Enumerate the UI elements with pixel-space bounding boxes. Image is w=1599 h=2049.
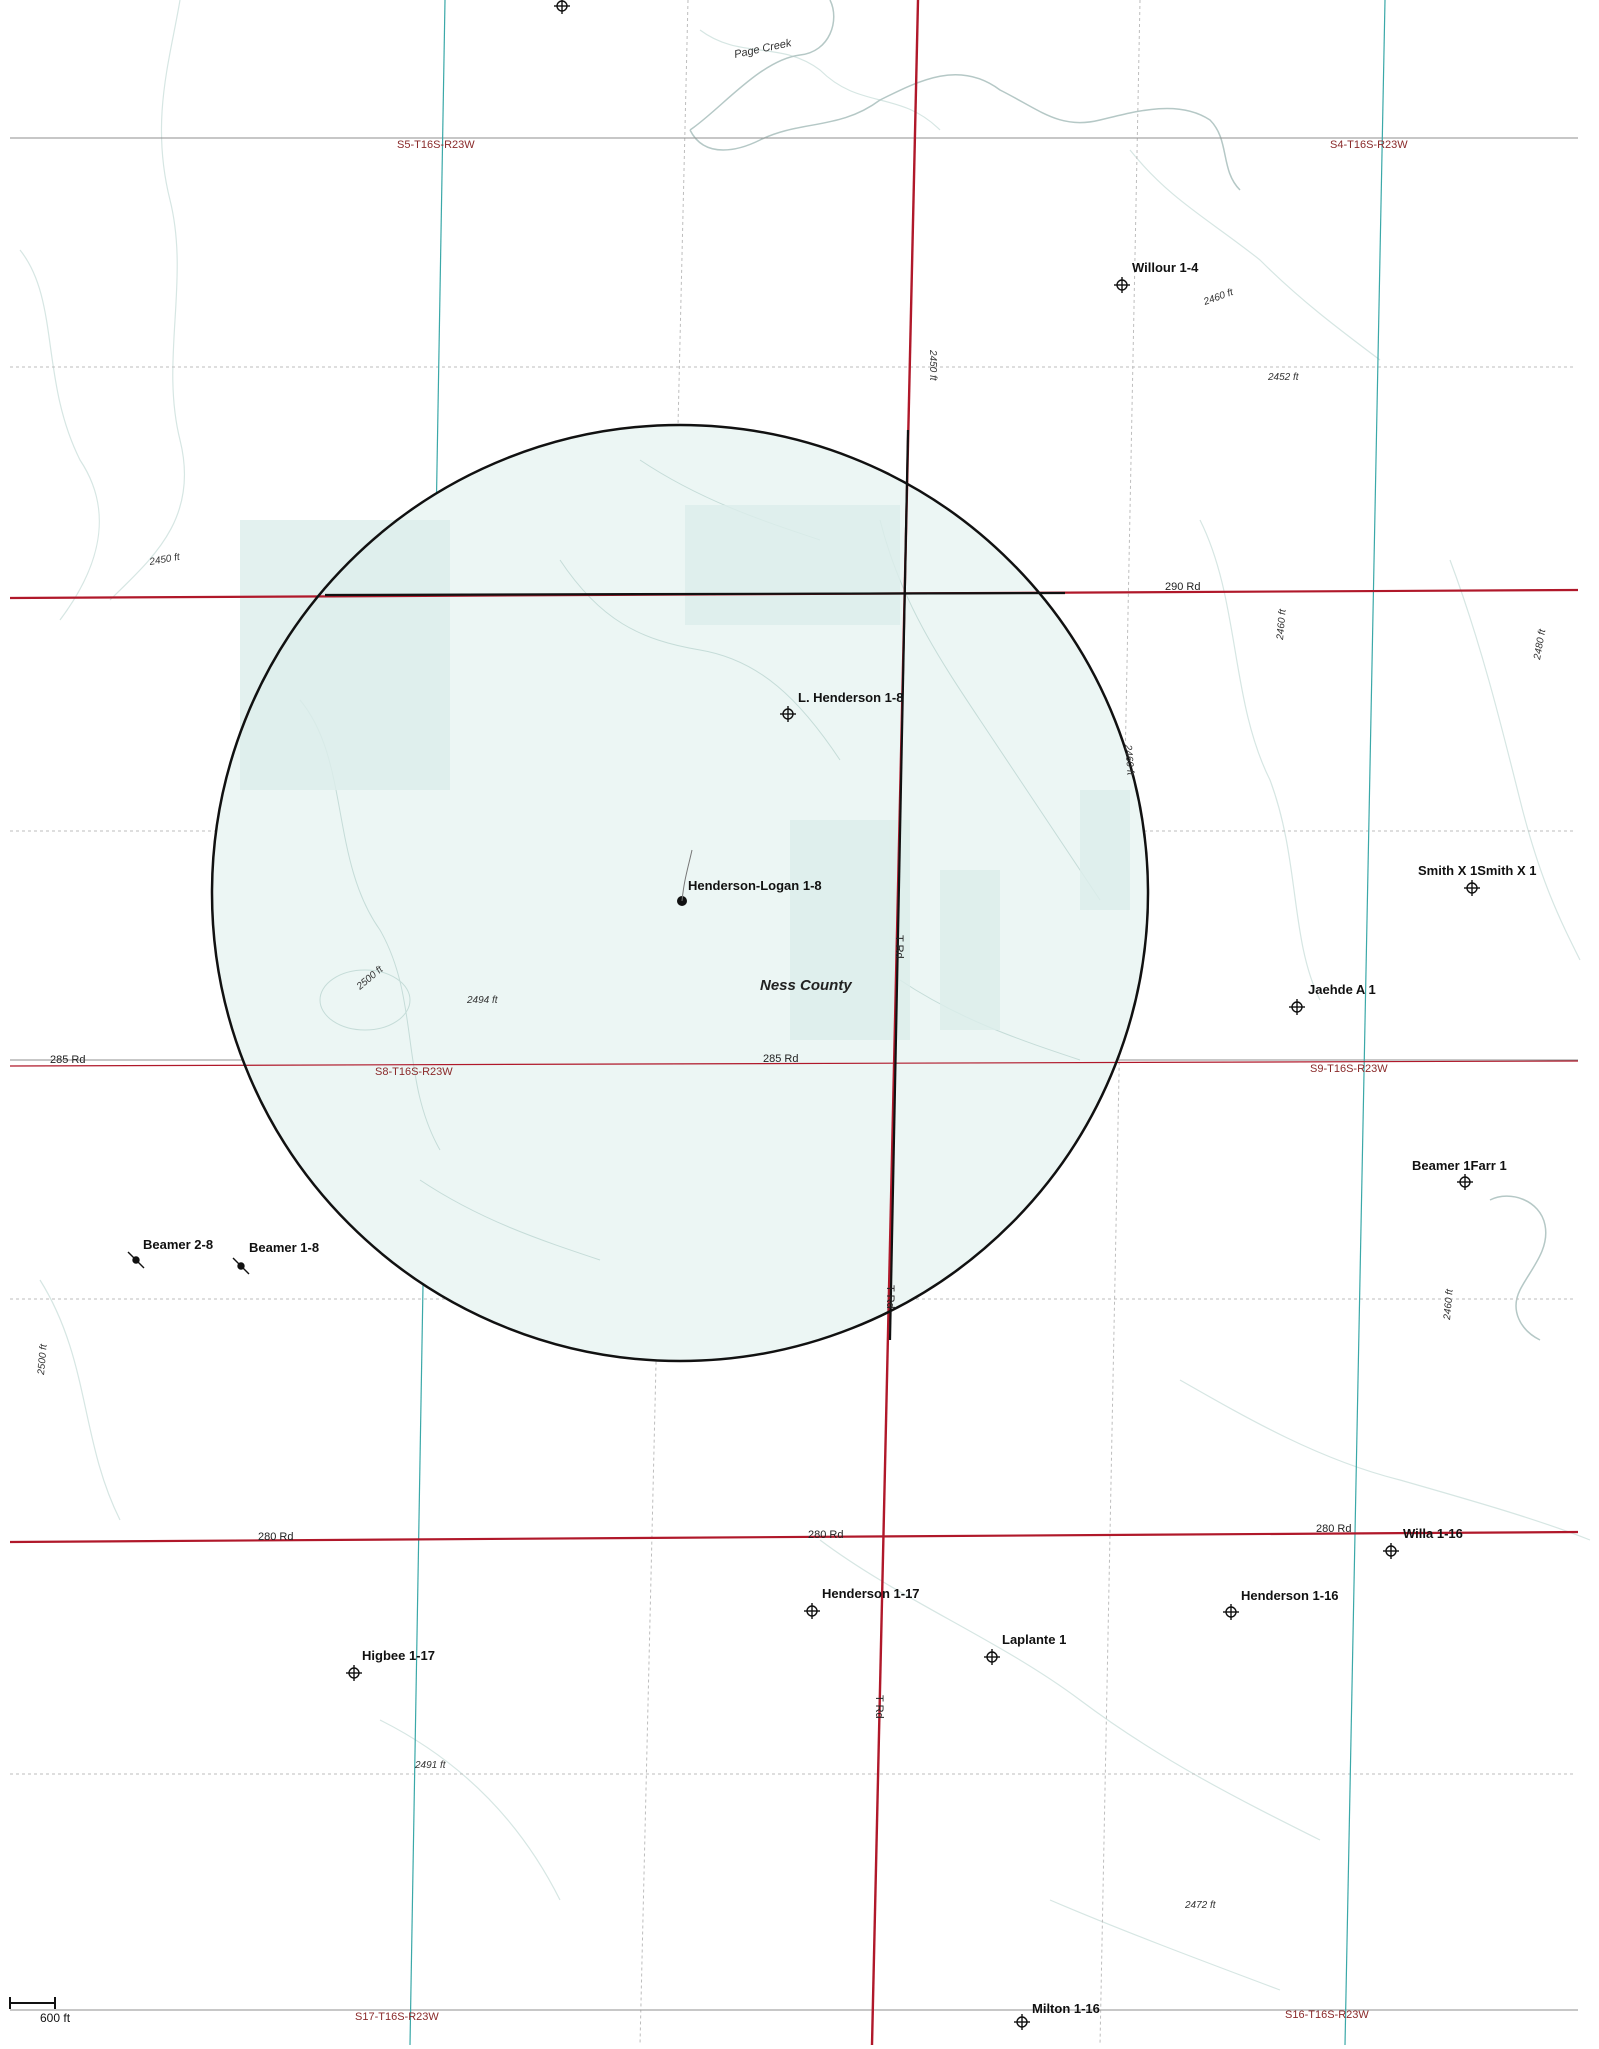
well-label-l-henderson: L. Henderson 1-8 (798, 690, 903, 705)
contour-label-2: 2452 ft (1267, 372, 1300, 383)
well-label-milton: Milton 1-16 (1032, 2001, 1100, 2016)
road-label-280-left: 280 Rd (258, 1531, 293, 1543)
county-label: Ness County (760, 977, 852, 994)
road-label-280-right: 280 Rd (1316, 1523, 1351, 1535)
road-280 (9, 1530, 1579, 1544)
road-label-285-left: 285 Rd (50, 1054, 85, 1066)
road-label-290: 290 Rd (1165, 581, 1200, 593)
well-symbol-higbee (346, 1665, 362, 1681)
well-label-jaehde: Jaehde A 1 (1308, 982, 1376, 997)
road-label-t-lower: T Rd (873, 1695, 885, 1719)
page-creek (689, 0, 1241, 191)
well-label-willour: Willour 1-4 (1132, 260, 1199, 275)
section-label-s16: S16-T16S-R23W (1285, 2009, 1369, 2021)
contour-label-11: 2491 ft (414, 1760, 447, 1771)
road-label-280-center: 280 Rd (808, 1529, 843, 1541)
section-label-s4: S4-T16S-R23W (1330, 139, 1408, 151)
well-label-henderson-1-17: Henderson 1-17 (822, 1586, 920, 1601)
well-symbol-beamer-1-8 (232, 1257, 250, 1275)
well-symbol-beamer-farr (1457, 1174, 1473, 1190)
contour-label-7: 2460 ft (1122, 743, 1136, 777)
well-symbol-laplante (984, 1649, 1000, 1665)
well-label-henderson-1-16: Henderson 1-16 (1241, 1588, 1339, 1603)
well-label-higbee: Higbee 1-17 (362, 1648, 435, 1663)
radius-circle (210, 423, 1150, 1363)
well-symbol-henderson-1-16 (1223, 1604, 1239, 1620)
contour-lines (19, 0, 1591, 1991)
road-label-t-mid: T Rd (884, 1285, 896, 1309)
creek-meander-right (1489, 1195, 1547, 1341)
road-label-t-upper: T Rd (893, 935, 905, 959)
well-label-henderson-logan: Henderson-Logan 1-8 (688, 878, 822, 893)
well-symbol-beamer-2-8 (127, 1251, 145, 1269)
section-label-s17: S17-T16S-R23W (355, 2011, 439, 2023)
well-label-laplante: Laplante 1 (1002, 1632, 1066, 1647)
well-symbol-henderson-1-17 (804, 1603, 820, 1619)
road-label-285-center: 285 Rd (763, 1053, 798, 1065)
contour-label-13: 2460 ft (1442, 1288, 1456, 1322)
subject-well-lead (681, 849, 693, 902)
well-symbol-willour (1114, 277, 1130, 293)
section-label-s8: S8-T16S-R23W (375, 1066, 453, 1078)
section-label-s5: S5-T16S-R23W (397, 139, 475, 151)
scale-label: 600 ft (40, 2011, 71, 2025)
contour-label-10: 2500 ft (36, 1343, 50, 1377)
well-label-smith: Smith X 1Smith X 1 (1418, 863, 1536, 878)
contour-label-5: 2460 ft (1275, 608, 1289, 642)
well-symbol-willa (1383, 1543, 1399, 1559)
contour-label-12: 2472 ft (1184, 1900, 1217, 1911)
well-symbol-l-henderson (780, 706, 796, 722)
well-symbol-top-edge (554, 0, 570, 14)
well-label-beamer-2-8: Beamer 2-8 (143, 1237, 213, 1252)
contour-label-9: 2494 ft (466, 995, 499, 1006)
well-label-willa: Willa 1-16 (1403, 1526, 1463, 1541)
well-symbols (127, 0, 1480, 2030)
well-symbol-milton (1014, 2014, 1030, 2030)
section-label-s9: S9-T16S-R23W (1310, 1063, 1388, 1075)
well-symbol-smith (1464, 880, 1480, 896)
well-label-beamer-1-8: Beamer 1-8 (249, 1240, 319, 1255)
road-t (870, 0, 920, 2046)
well-label-beamer-farr: Beamer 1Farr 1 (1412, 1158, 1507, 1173)
well-symbol-jaehde (1289, 999, 1305, 1015)
contour-label-4: 2450 ft (927, 349, 938, 382)
road-black-segments (324, 429, 1066, 1341)
scale-bar: 600 ft (9, 1997, 71, 2025)
road-285 (9, 1060, 1579, 1067)
